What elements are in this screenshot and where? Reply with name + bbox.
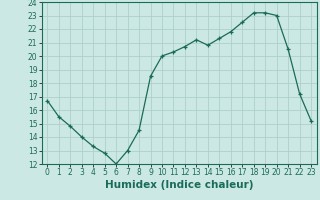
X-axis label: Humidex (Indice chaleur): Humidex (Indice chaleur): [105, 180, 253, 190]
